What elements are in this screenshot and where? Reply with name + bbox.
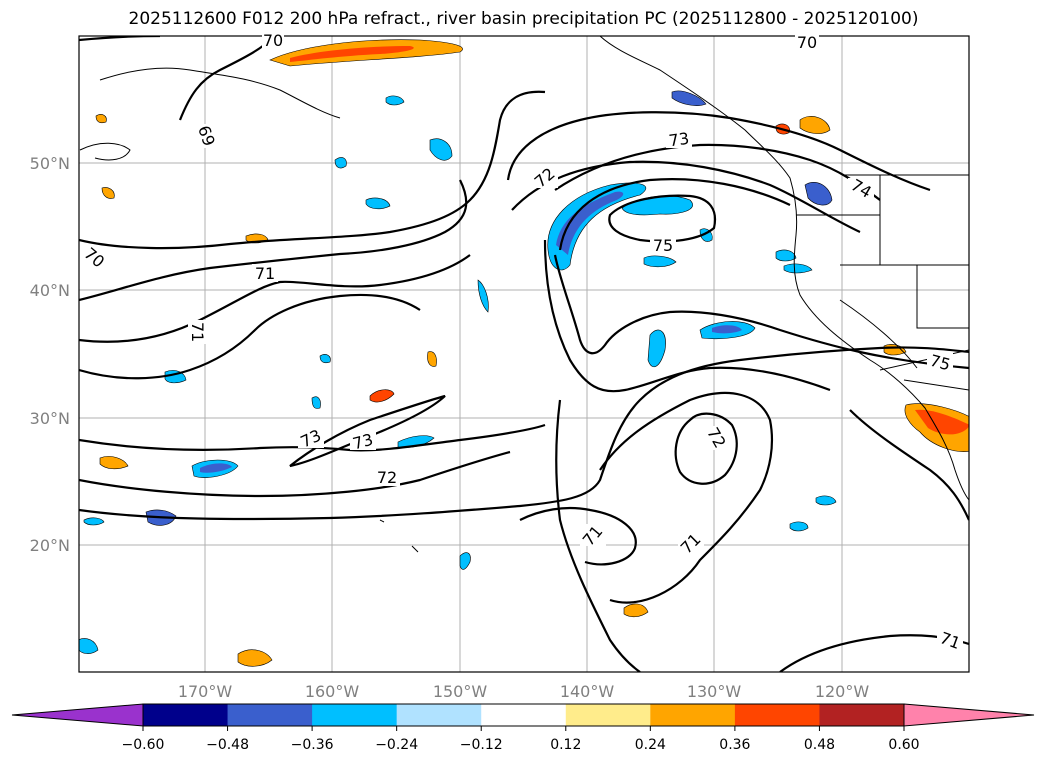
colorbar-segment xyxy=(396,704,482,726)
colorbar-segment xyxy=(227,704,313,726)
colorbar-tick-label: 0.48 xyxy=(804,737,835,753)
colorbar-extend-high xyxy=(903,703,1035,727)
lon-label: 170°W xyxy=(178,682,233,701)
colorbar-segment xyxy=(481,704,567,726)
contour-label: 71 xyxy=(255,264,275,283)
colorbar-tick-label: −0.24 xyxy=(375,737,418,753)
contour-label: 73 xyxy=(351,430,376,454)
lon-label: 150°W xyxy=(433,682,488,701)
gridlines xyxy=(79,36,969,672)
longitude-labels: 170°W 160°W 150°W 140°W 130°W 120°W xyxy=(178,682,870,701)
colorbar-segments xyxy=(11,703,1035,727)
colorbar-segment xyxy=(143,704,229,726)
colorbar-tick-label: −0.60 xyxy=(122,737,165,753)
colorbar-segment xyxy=(734,704,820,726)
contour-label: 75 xyxy=(653,236,673,255)
colorbar-tick-label: −0.12 xyxy=(460,737,503,753)
colorbar-ticks: −0.60 −0.48 −0.36 −0.24 −0.12 0.12 0.24 0.36 0.4… xyxy=(122,726,920,753)
lon-label: 140°W xyxy=(560,682,615,701)
contour-label: 75 xyxy=(928,351,953,375)
contour-label: 70 xyxy=(263,31,283,50)
refractivity-contours xyxy=(79,36,969,672)
colorbar-tick-label: 0.60 xyxy=(888,737,919,753)
contour-label: 71 xyxy=(188,322,207,342)
colorbar: −0.60 −0.48 −0.36 −0.24 −0.12 0.12 0.24 0.36 0.4… xyxy=(11,703,1035,753)
contour-label: 72 xyxy=(377,468,397,487)
coastlines xyxy=(79,36,969,553)
colorbar-extend-low xyxy=(11,703,144,727)
contour-labels: 69 70 70 70 71 71 71 71 71 72 72 72 73 7… xyxy=(80,31,963,653)
lon-label: 120°W xyxy=(815,682,870,701)
lat-label: 50°N xyxy=(30,154,70,173)
latitude-labels: 50°N 40°N 30°N 20°N xyxy=(30,154,70,555)
map-frame xyxy=(78,35,970,673)
colorbar-tick-label: 0.24 xyxy=(635,737,666,753)
lon-label: 130°W xyxy=(687,682,742,701)
lat-label: 40°N xyxy=(30,281,70,300)
lat-label: 30°N xyxy=(30,409,70,428)
colorbar-tick-label: −0.48 xyxy=(206,737,249,753)
map-title: 2025112600 F012 200 hPa refract., river … xyxy=(128,9,919,29)
colorbar-frame xyxy=(142,703,905,727)
lat-label: 20°N xyxy=(30,536,70,555)
contour-label: 70 xyxy=(797,33,817,52)
colorbar-segment xyxy=(312,704,398,726)
colorbar-tick-label: −0.36 xyxy=(291,737,334,753)
colorbar-segment xyxy=(819,704,905,726)
colorbar-segment xyxy=(650,704,736,726)
colorbar-tick-label: 0.12 xyxy=(550,737,581,753)
lon-label: 160°W xyxy=(305,682,360,701)
colorbar-segment xyxy=(565,704,651,726)
precip-shading xyxy=(79,39,969,667)
colorbar-tick-label: 0.36 xyxy=(719,737,750,753)
contour-label: 73 xyxy=(668,129,691,151)
